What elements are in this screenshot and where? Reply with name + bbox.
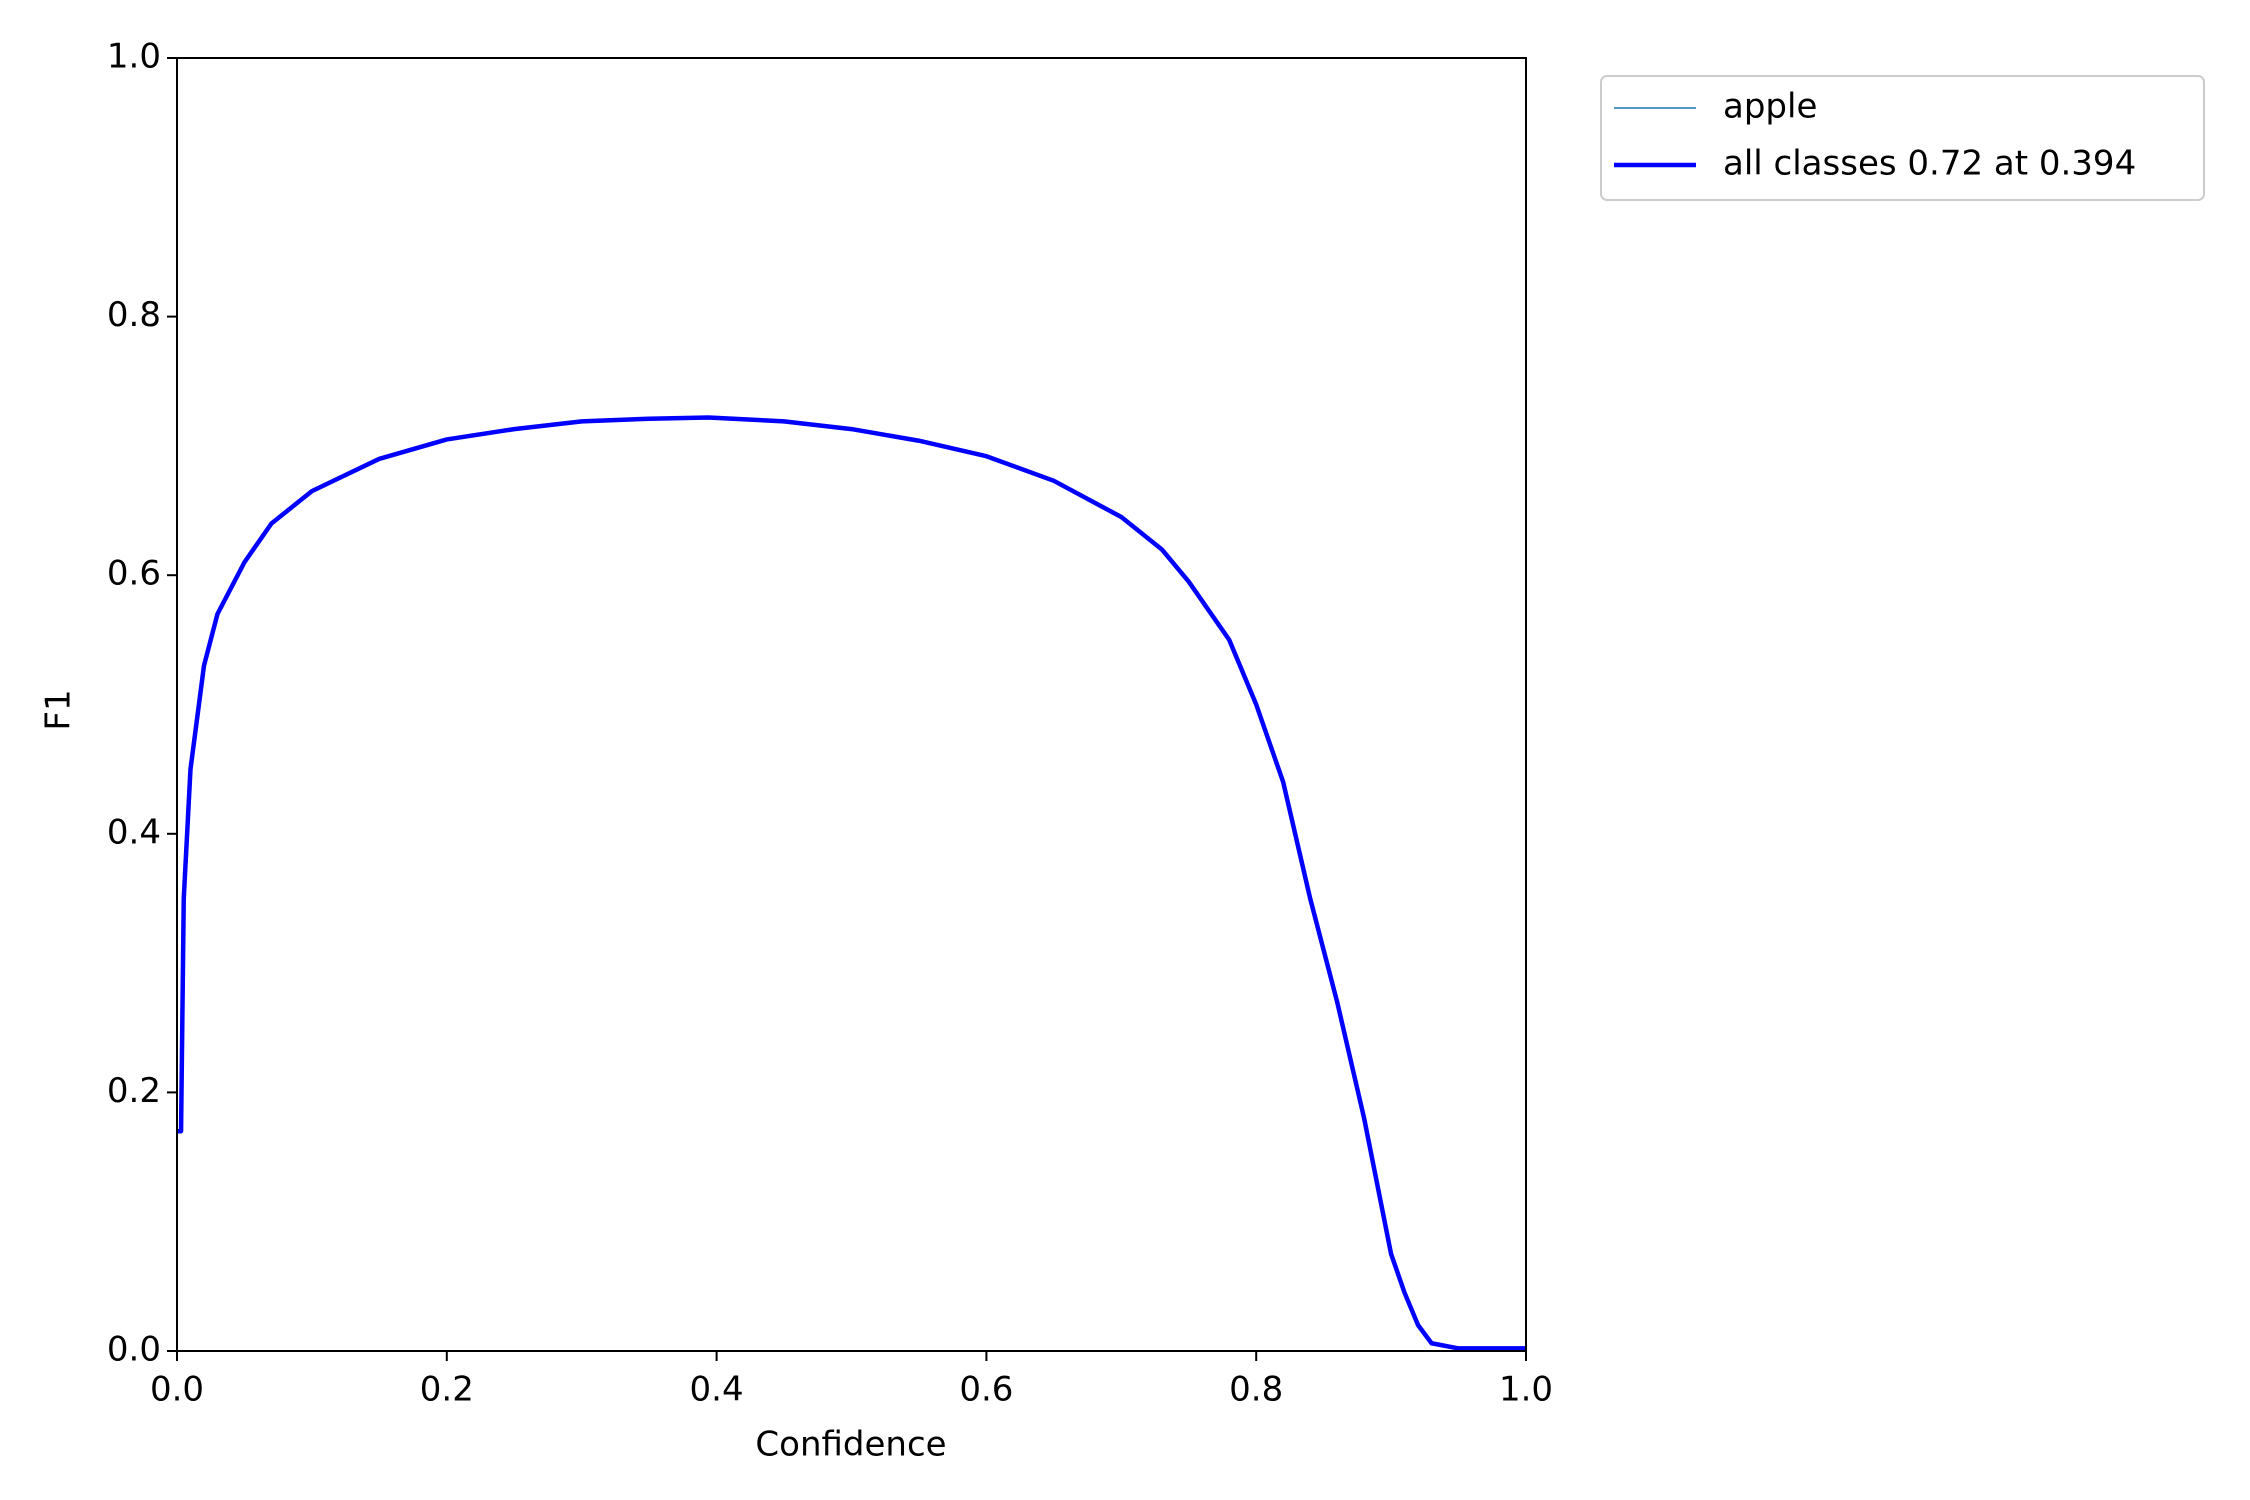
x-axis-label: Confidence <box>755 1425 946 1465</box>
x-tick-label: 0.6 <box>959 1370 1013 1410</box>
legend-label: all classes 0.72 at 0.394 <box>1723 144 2136 184</box>
series-line <box>177 415 1526 1351</box>
y-tick-label: 0.4 <box>107 812 161 852</box>
x-tick-label: 0.0 <box>150 1370 204 1410</box>
x-tick-label: 0.8 <box>1229 1370 1283 1410</box>
y-tick-label: 0.6 <box>107 554 161 594</box>
legend-label: apple <box>1723 87 1817 127</box>
y-axis-label: F1 <box>39 689 79 730</box>
y-tick-label: 0.8 <box>107 295 161 335</box>
x-tick-label: 1.0 <box>1499 1370 1553 1410</box>
legend-box <box>1600 75 2205 201</box>
y-tick-label: 1.0 <box>107 37 161 77</box>
series-line <box>177 416 1526 1350</box>
plot-frame <box>176 57 1527 1352</box>
y-tick-label: 0.2 <box>107 1071 161 1111</box>
x-tick-label: 0.2 <box>420 1370 474 1410</box>
y-tick-label: 0.0 <box>107 1330 161 1370</box>
x-tick-label: 0.4 <box>690 1370 744 1410</box>
